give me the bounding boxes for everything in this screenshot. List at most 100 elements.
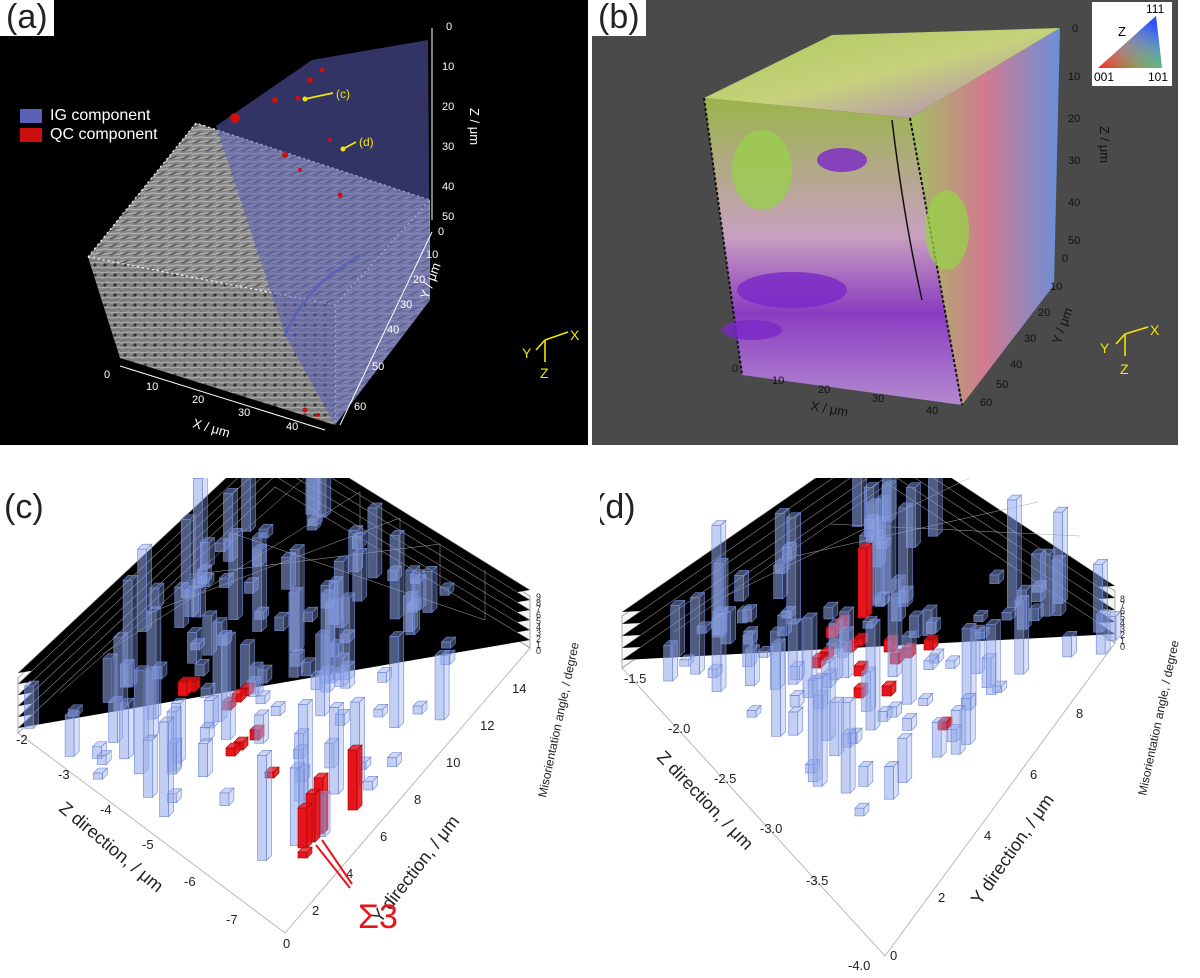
bar-93 [143, 665, 160, 739]
d-y-tick-0: 0 [890, 948, 897, 963]
b-x-tick-0: 0 [732, 363, 738, 375]
bar-11 [989, 569, 1005, 585]
panel-a-graphic: (c) (d) 0 10 20 30 40 X / μm 0 10 20 30 … [87, 21, 580, 440]
bar-31 [389, 529, 405, 620]
bar-37 [174, 581, 190, 629]
bar-95 [901, 630, 917, 705]
bar-72 [945, 655, 961, 670]
bar-25 [1051, 554, 1067, 617]
bar-6 [905, 481, 922, 549]
d-y-tick-1: 2 [938, 890, 945, 905]
a-z-tick-5: 50 [442, 211, 454, 223]
a-x-tick-1: 10 [146, 381, 158, 393]
b-y-tick-0: 0 [1062, 253, 1068, 265]
c-sigma3-annotation: Σ3 [358, 898, 398, 936]
c-v-tick-9: 9 [536, 592, 541, 602]
d-y-tick-3: 6 [1030, 767, 1037, 782]
bar-107 [386, 751, 403, 768]
a-triad-y: Y [522, 345, 532, 361]
bar-122 [840, 696, 856, 794]
bar-59 [1095, 608, 1111, 655]
a-x-tick-4: 40 [286, 421, 298, 433]
panel-b-ebsd-cube: 0 10 20 30 40 X / μm 0 10 20 30 40 50 60… [592, 0, 1178, 445]
d-z-tick-2: -2.5 [714, 771, 736, 786]
c-z-tick-3: -5 [142, 837, 154, 852]
c-bars [23, 478, 457, 862]
b-y-tick-4: 40 [1010, 359, 1022, 371]
c-y-tick-3: 6 [380, 829, 387, 844]
bar-37 [786, 511, 802, 625]
bar-101 [64, 709, 80, 758]
a-x-tick-3: 30 [238, 407, 250, 419]
bar-91 [985, 618, 1002, 696]
panel-d-graphic: -1.5 -2.0 -2.5 -3.0 -3.5 -4.0 Z directio… [621, 478, 1182, 973]
c-v-tick-5: 5 [536, 616, 541, 626]
bar-33 [227, 527, 244, 621]
panel-a-legend: IG component QC component [20, 106, 158, 144]
a-y-tick-5: 50 [372, 361, 384, 373]
ipf-triangle [1098, 16, 1162, 68]
bar-96 [199, 721, 215, 742]
bar-85 [744, 644, 761, 687]
b-z-axis-label: Z / μm [1097, 126, 1112, 163]
bar-124 [854, 802, 870, 817]
cube-side-face [910, 28, 1060, 405]
bar-22 [180, 513, 196, 599]
bar-21 [897, 502, 914, 608]
c-y-tick-2: 4 [346, 866, 353, 881]
bar-51 [440, 649, 456, 666]
bar-70 [320, 588, 336, 693]
bar-121 [858, 760, 874, 788]
bar-102 [91, 741, 108, 760]
d-z-tick-4: -3.5 [806, 873, 828, 888]
bar-78 [887, 592, 903, 678]
bar-34 [302, 606, 319, 623]
c-v-tick-2: 2 [536, 634, 541, 644]
bar-83 [314, 629, 331, 717]
bar-23 [352, 547, 368, 602]
c-v-tick-6: 6 [536, 610, 541, 620]
bar-108 [770, 638, 787, 738]
bar-38 [273, 611, 290, 632]
bar-5 [258, 523, 274, 539]
bar-14 [772, 559, 789, 600]
b-triad-z: Z [1120, 361, 1129, 377]
bar-21 [439, 582, 455, 596]
highlight-bar-72 [177, 676, 193, 697]
panel-c-label: (c) [4, 488, 44, 526]
bar-74 [248, 661, 264, 698]
d-v-tick-2: 2 [1120, 630, 1125, 640]
cube-top-face [704, 28, 1060, 118]
bar-67 [929, 648, 945, 664]
panel-a-label: (a) [0, 0, 54, 36]
highlight-bar-125 [347, 744, 363, 811]
bar-45 [922, 604, 938, 637]
d-bars [662, 478, 1122, 817]
bar-1 [316, 478, 332, 518]
bar-48 [908, 610, 925, 639]
bar-120 [812, 672, 828, 787]
bar-104 [118, 697, 135, 760]
callout-c: (c) [336, 87, 350, 101]
d-y-tick-2: 4 [984, 828, 991, 843]
bar-66 [340, 592, 356, 689]
d-y-axis-label: Y direction, / μm [967, 790, 1058, 908]
c-y-tick-7: 14 [512, 681, 526, 696]
bar-113 [197, 737, 214, 778]
b-z-tick-3: 30 [1068, 155, 1080, 167]
d-z-tick-1: -2.0 [668, 721, 690, 736]
bar-62 [257, 664, 273, 684]
d-z-axis-label: Z direction, / μm [653, 747, 757, 854]
a-y-tick-3: 30 [400, 299, 412, 311]
bar-30 [190, 574, 207, 618]
bar-80 [113, 631, 129, 712]
c-z-tick-0: -2 [16, 732, 28, 747]
c-v-axis-label: Misorientation angle, / degree [535, 641, 582, 799]
d-y-tick-4: 8 [1076, 706, 1083, 721]
d-v-tick-0: 0 [1120, 642, 1125, 652]
legend-label-qc: QC component [50, 125, 158, 143]
ipf-label-001: 001 [1094, 70, 1115, 84]
a-z-axis-label: Z / μm [467, 108, 482, 145]
b-z-tick-4: 40 [1068, 197, 1080, 209]
bar-107 [788, 706, 804, 736]
